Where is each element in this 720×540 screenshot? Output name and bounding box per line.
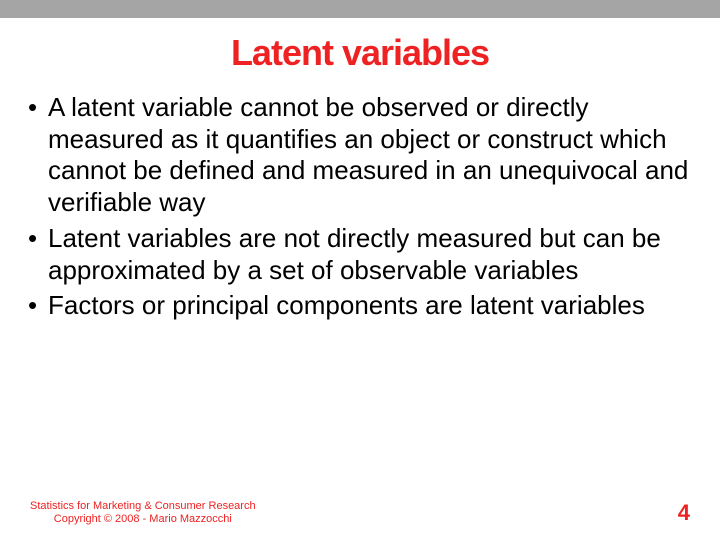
slide-title: Latent variables xyxy=(26,32,694,74)
bullet-text: Factors or principal components are late… xyxy=(48,290,645,320)
top-bar xyxy=(0,0,720,18)
slide-body: Latent variables A latent variable canno… xyxy=(0,18,720,322)
footer: Statistics for Marketing & Consumer Rese… xyxy=(0,500,720,526)
footer-line2: Copyright © 2008 - Mario Mazzocchi xyxy=(30,513,256,526)
list-item: Latent variables are not directly measur… xyxy=(26,223,694,286)
page-number: 4 xyxy=(678,500,690,526)
bullet-text: Latent variables are not directly measur… xyxy=(48,223,661,285)
footer-credit: Statistics for Marketing & Consumer Rese… xyxy=(30,500,256,526)
footer-line1: Statistics for Marketing & Consumer Rese… xyxy=(30,500,256,513)
list-item: A latent variable cannot be observed or … xyxy=(26,92,694,219)
bullet-text: A latent variable cannot be observed or … xyxy=(48,92,688,217)
bullet-list: A latent variable cannot be observed or … xyxy=(26,92,694,322)
list-item: Factors or principal components are late… xyxy=(26,290,694,322)
